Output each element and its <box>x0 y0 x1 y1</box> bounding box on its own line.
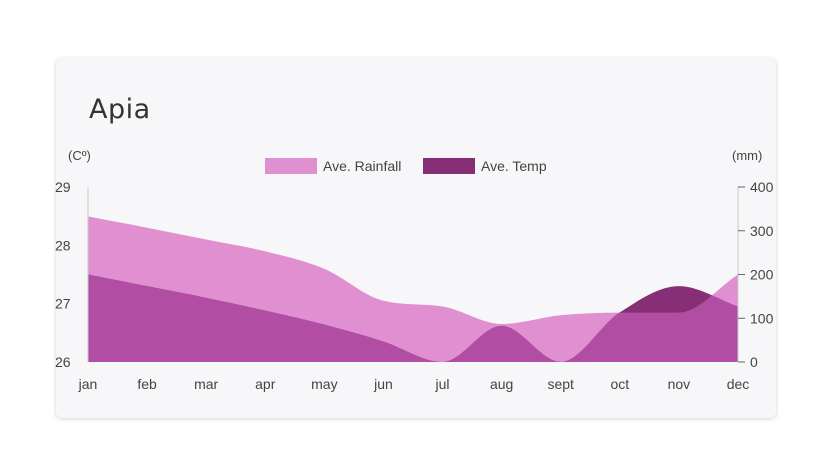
legend-label: Ave. Temp <box>481 158 547 174</box>
chart-areas <box>88 216 738 362</box>
x-tick-label: oct <box>610 376 629 392</box>
y-left-tick-label: 29 <box>55 179 71 195</box>
y-left-tick-label: 28 <box>55 237 71 253</box>
legend-swatch <box>423 158 475 174</box>
x-tick-label: feb <box>137 376 157 392</box>
x-tick-label: jan <box>78 376 98 392</box>
y-right-tick-label: 100 <box>750 310 774 326</box>
x-tick-label: apr <box>255 376 276 392</box>
chart-legend: Ave. Rainfall Ave. Temp <box>265 158 547 174</box>
y-right-tick-label: 0 <box>750 354 758 370</box>
legend-label: Ave. Rainfall <box>323 158 401 174</box>
chart-axes: 26 27 28 29 0 100 200 300 400 (Cº) (mm) jan feb mar ap… <box>55 148 774 392</box>
x-tick-label: dec <box>727 376 750 392</box>
x-tick-label: jul <box>435 376 450 392</box>
y-right-tick-label: 200 <box>750 267 774 283</box>
y-left-tick-label: 27 <box>55 296 71 312</box>
x-tick-label: jun <box>373 376 393 392</box>
legend-swatch <box>265 158 317 174</box>
x-tick-label: sept <box>547 376 574 392</box>
x-tick-label: nov <box>668 376 691 392</box>
y-left-tick-label: 26 <box>55 354 71 370</box>
y-right-unit-label: (mm) <box>732 148 762 163</box>
x-tick-label: mar <box>194 376 218 392</box>
x-tick-label: aug <box>490 376 513 392</box>
chart-title: Apia <box>89 94 151 125</box>
y-right-tick-label: 400 <box>750 179 774 195</box>
y-left-unit-label: (Cº) <box>68 148 91 163</box>
x-tick-label: may <box>311 376 337 392</box>
y-right-tick-label: 300 <box>750 223 774 239</box>
